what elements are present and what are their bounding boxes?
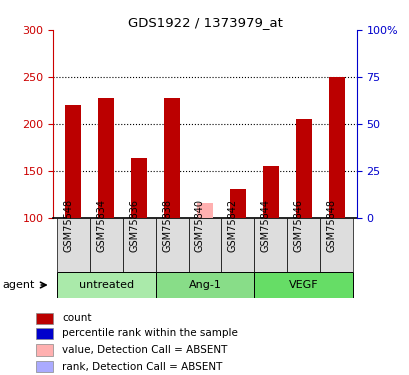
Text: percentile rank within the sample: percentile rank within the sample: [62, 328, 238, 338]
Bar: [36, 361, 53, 372]
Text: Ang-1: Ang-1: [188, 280, 221, 290]
Bar: [287, 217, 320, 272]
Text: GSM75548: GSM75548: [63, 199, 73, 252]
Text: GSM75848: GSM75848: [326, 199, 336, 252]
Text: GSM75840: GSM75840: [195, 199, 204, 252]
Bar: [98, 98, 114, 218]
Text: count: count: [62, 313, 92, 323]
Bar: [229, 189, 246, 217]
Bar: [262, 166, 279, 218]
Bar: [155, 217, 188, 272]
Text: GSM75836: GSM75836: [129, 199, 139, 252]
Bar: [328, 77, 344, 218]
Text: VEGF: VEGF: [288, 280, 318, 290]
Bar: [155, 272, 254, 298]
Bar: [89, 217, 122, 272]
Bar: [320, 217, 353, 272]
Title: GDS1922 / 1373979_at: GDS1922 / 1373979_at: [127, 16, 282, 29]
Bar: [254, 272, 353, 298]
Bar: [36, 313, 53, 324]
Bar: [56, 272, 155, 298]
Bar: [65, 105, 81, 218]
Text: GSM75842: GSM75842: [227, 199, 237, 252]
Text: GSM75844: GSM75844: [260, 199, 270, 252]
Bar: [130, 158, 147, 218]
Text: untreated: untreated: [78, 280, 133, 290]
Bar: [36, 328, 53, 339]
Text: rank, Detection Call = ABSENT: rank, Detection Call = ABSENT: [62, 362, 222, 372]
Bar: [122, 217, 155, 272]
Bar: [254, 217, 287, 272]
Text: GSM75834: GSM75834: [96, 199, 106, 252]
Bar: [221, 217, 254, 272]
Bar: [295, 119, 311, 218]
Bar: [36, 345, 53, 355]
Text: agent: agent: [3, 280, 35, 290]
Bar: [196, 203, 213, 217]
Text: value, Detection Call = ABSENT: value, Detection Call = ABSENT: [62, 345, 227, 355]
Text: GSM75838: GSM75838: [162, 199, 172, 252]
Bar: [188, 217, 221, 272]
Text: GSM75846: GSM75846: [293, 199, 303, 252]
Bar: [56, 217, 89, 272]
Bar: [163, 99, 180, 218]
